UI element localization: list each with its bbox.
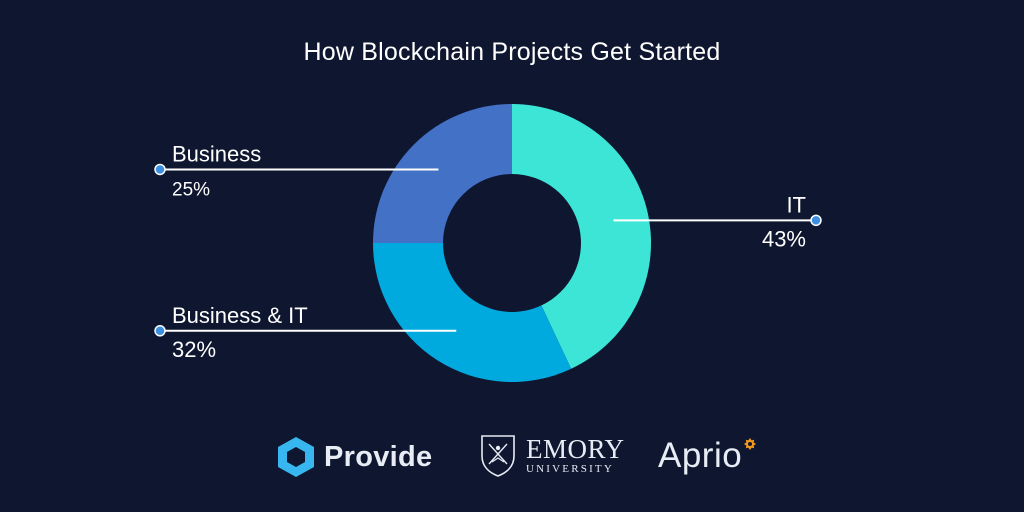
emory-logo[interactable]: EMORY UNIVERSITY — [478, 432, 625, 478]
aprio-logo[interactable]: Aprio — [658, 436, 757, 476]
provide-logo[interactable]: Provide — [276, 436, 432, 478]
emory-logo-name: EMORY — [526, 434, 625, 464]
shield-crest-icon — [481, 435, 515, 477]
hexagon-logo-icon — [278, 437, 314, 477]
leader-dot-business — [154, 163, 166, 176]
slices-layer — [373, 103, 651, 383]
sponsor-logos: Provide EMORY UNIVERSITY Aprio — [0, 430, 1024, 500]
leader-dot-business-it — [154, 325, 166, 337]
slice-label-it: IT — [786, 192, 806, 217]
labels-layer: IT 43% Business & IT 32% Business 25% — [154, 141, 822, 362]
slice-value-business-it: 32% — [172, 337, 216, 362]
emory-logo-sub: UNIVERSITY — [526, 463, 614, 475]
slice-business-it — [373, 243, 572, 383]
leader-dot-it — [810, 214, 822, 227]
slice-business — [373, 104, 512, 243]
slice-label-business: Business — [172, 141, 261, 166]
provide-logo-text: Provide — [324, 440, 433, 473]
donut-chart: IT 43% Business & IT 32% Business 25% — [154, 103, 822, 383]
slice-value-business: 25% — [172, 179, 210, 200]
chart-title: How Blockchain Projects Get Started — [303, 38, 721, 66]
slice-it — [512, 103, 651, 369]
slice-value-it: 43% — [762, 226, 806, 251]
aprio-logo-text: Aprio — [658, 436, 743, 475]
badge-dot-icon — [744, 438, 757, 450]
slice-label-business-it: Business & IT — [172, 303, 308, 328]
